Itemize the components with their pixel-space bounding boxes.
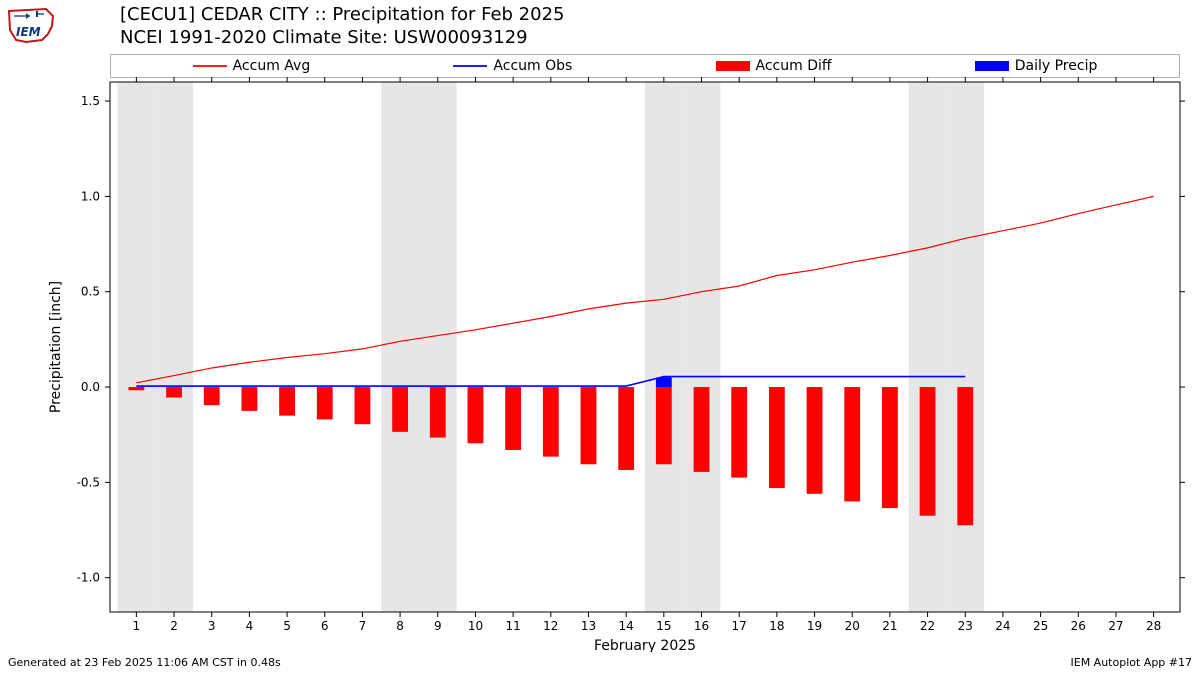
title-line1: [CECU1] CEDAR CITY :: Precipitation for …	[120, 4, 564, 27]
svg-text:0.5: 0.5	[81, 285, 100, 299]
svg-text:28: 28	[1146, 619, 1161, 633]
svg-text:14: 14	[619, 619, 634, 633]
svg-text:1: 1	[133, 619, 141, 633]
svg-text:16: 16	[694, 619, 709, 633]
svg-text:18: 18	[769, 619, 784, 633]
svg-text:23: 23	[958, 619, 973, 633]
svg-text:21: 21	[882, 619, 897, 633]
svg-text:1.5: 1.5	[81, 94, 100, 108]
svg-text:24: 24	[995, 619, 1010, 633]
svg-text:26: 26	[1071, 619, 1086, 633]
svg-text:12: 12	[543, 619, 558, 633]
svg-text:10: 10	[468, 619, 483, 633]
svg-text:-0.5: -0.5	[77, 475, 100, 489]
svg-text:0.0: 0.0	[81, 380, 100, 394]
title-line2: NCEI 1991-2020 Climate Site: USW00093129	[120, 27, 564, 50]
svg-text:15: 15	[656, 619, 671, 633]
svg-text:9: 9	[434, 619, 442, 633]
svg-text:25: 25	[1033, 619, 1048, 633]
svg-text:7: 7	[359, 619, 367, 633]
svg-text:22: 22	[920, 619, 935, 633]
svg-text:19: 19	[807, 619, 822, 633]
footer-appid: IEM Autoplot App #17	[1071, 656, 1193, 669]
svg-text:5: 5	[283, 619, 291, 633]
footer-generated: Generated at 23 Feb 2025 11:06 AM CST in…	[8, 656, 281, 669]
chart-title: [CECU1] CEDAR CITY :: Precipitation for …	[120, 4, 564, 49]
svg-text:6: 6	[321, 619, 329, 633]
svg-text:17: 17	[732, 619, 747, 633]
svg-text:27: 27	[1108, 619, 1123, 633]
svg-text:February 2025: February 2025	[594, 638, 696, 652]
svg-text:1.0: 1.0	[81, 189, 100, 203]
svg-text:20: 20	[845, 619, 860, 633]
svg-text:3: 3	[208, 619, 216, 633]
svg-text:Precipitation [inch]: Precipitation [inch]	[48, 281, 64, 413]
svg-text:11: 11	[505, 619, 520, 633]
svg-text:IEM: IEM	[16, 25, 41, 39]
svg-text:2: 2	[170, 619, 178, 633]
svg-text:-1.0: -1.0	[77, 571, 100, 585]
svg-text:4: 4	[246, 619, 254, 633]
precip-chart: -1.0-0.50.00.51.01.512345678910111213141…	[40, 52, 1200, 656]
svg-text:13: 13	[581, 619, 596, 633]
svg-text:8: 8	[396, 619, 404, 633]
iem-logo: IEM	[6, 6, 58, 46]
